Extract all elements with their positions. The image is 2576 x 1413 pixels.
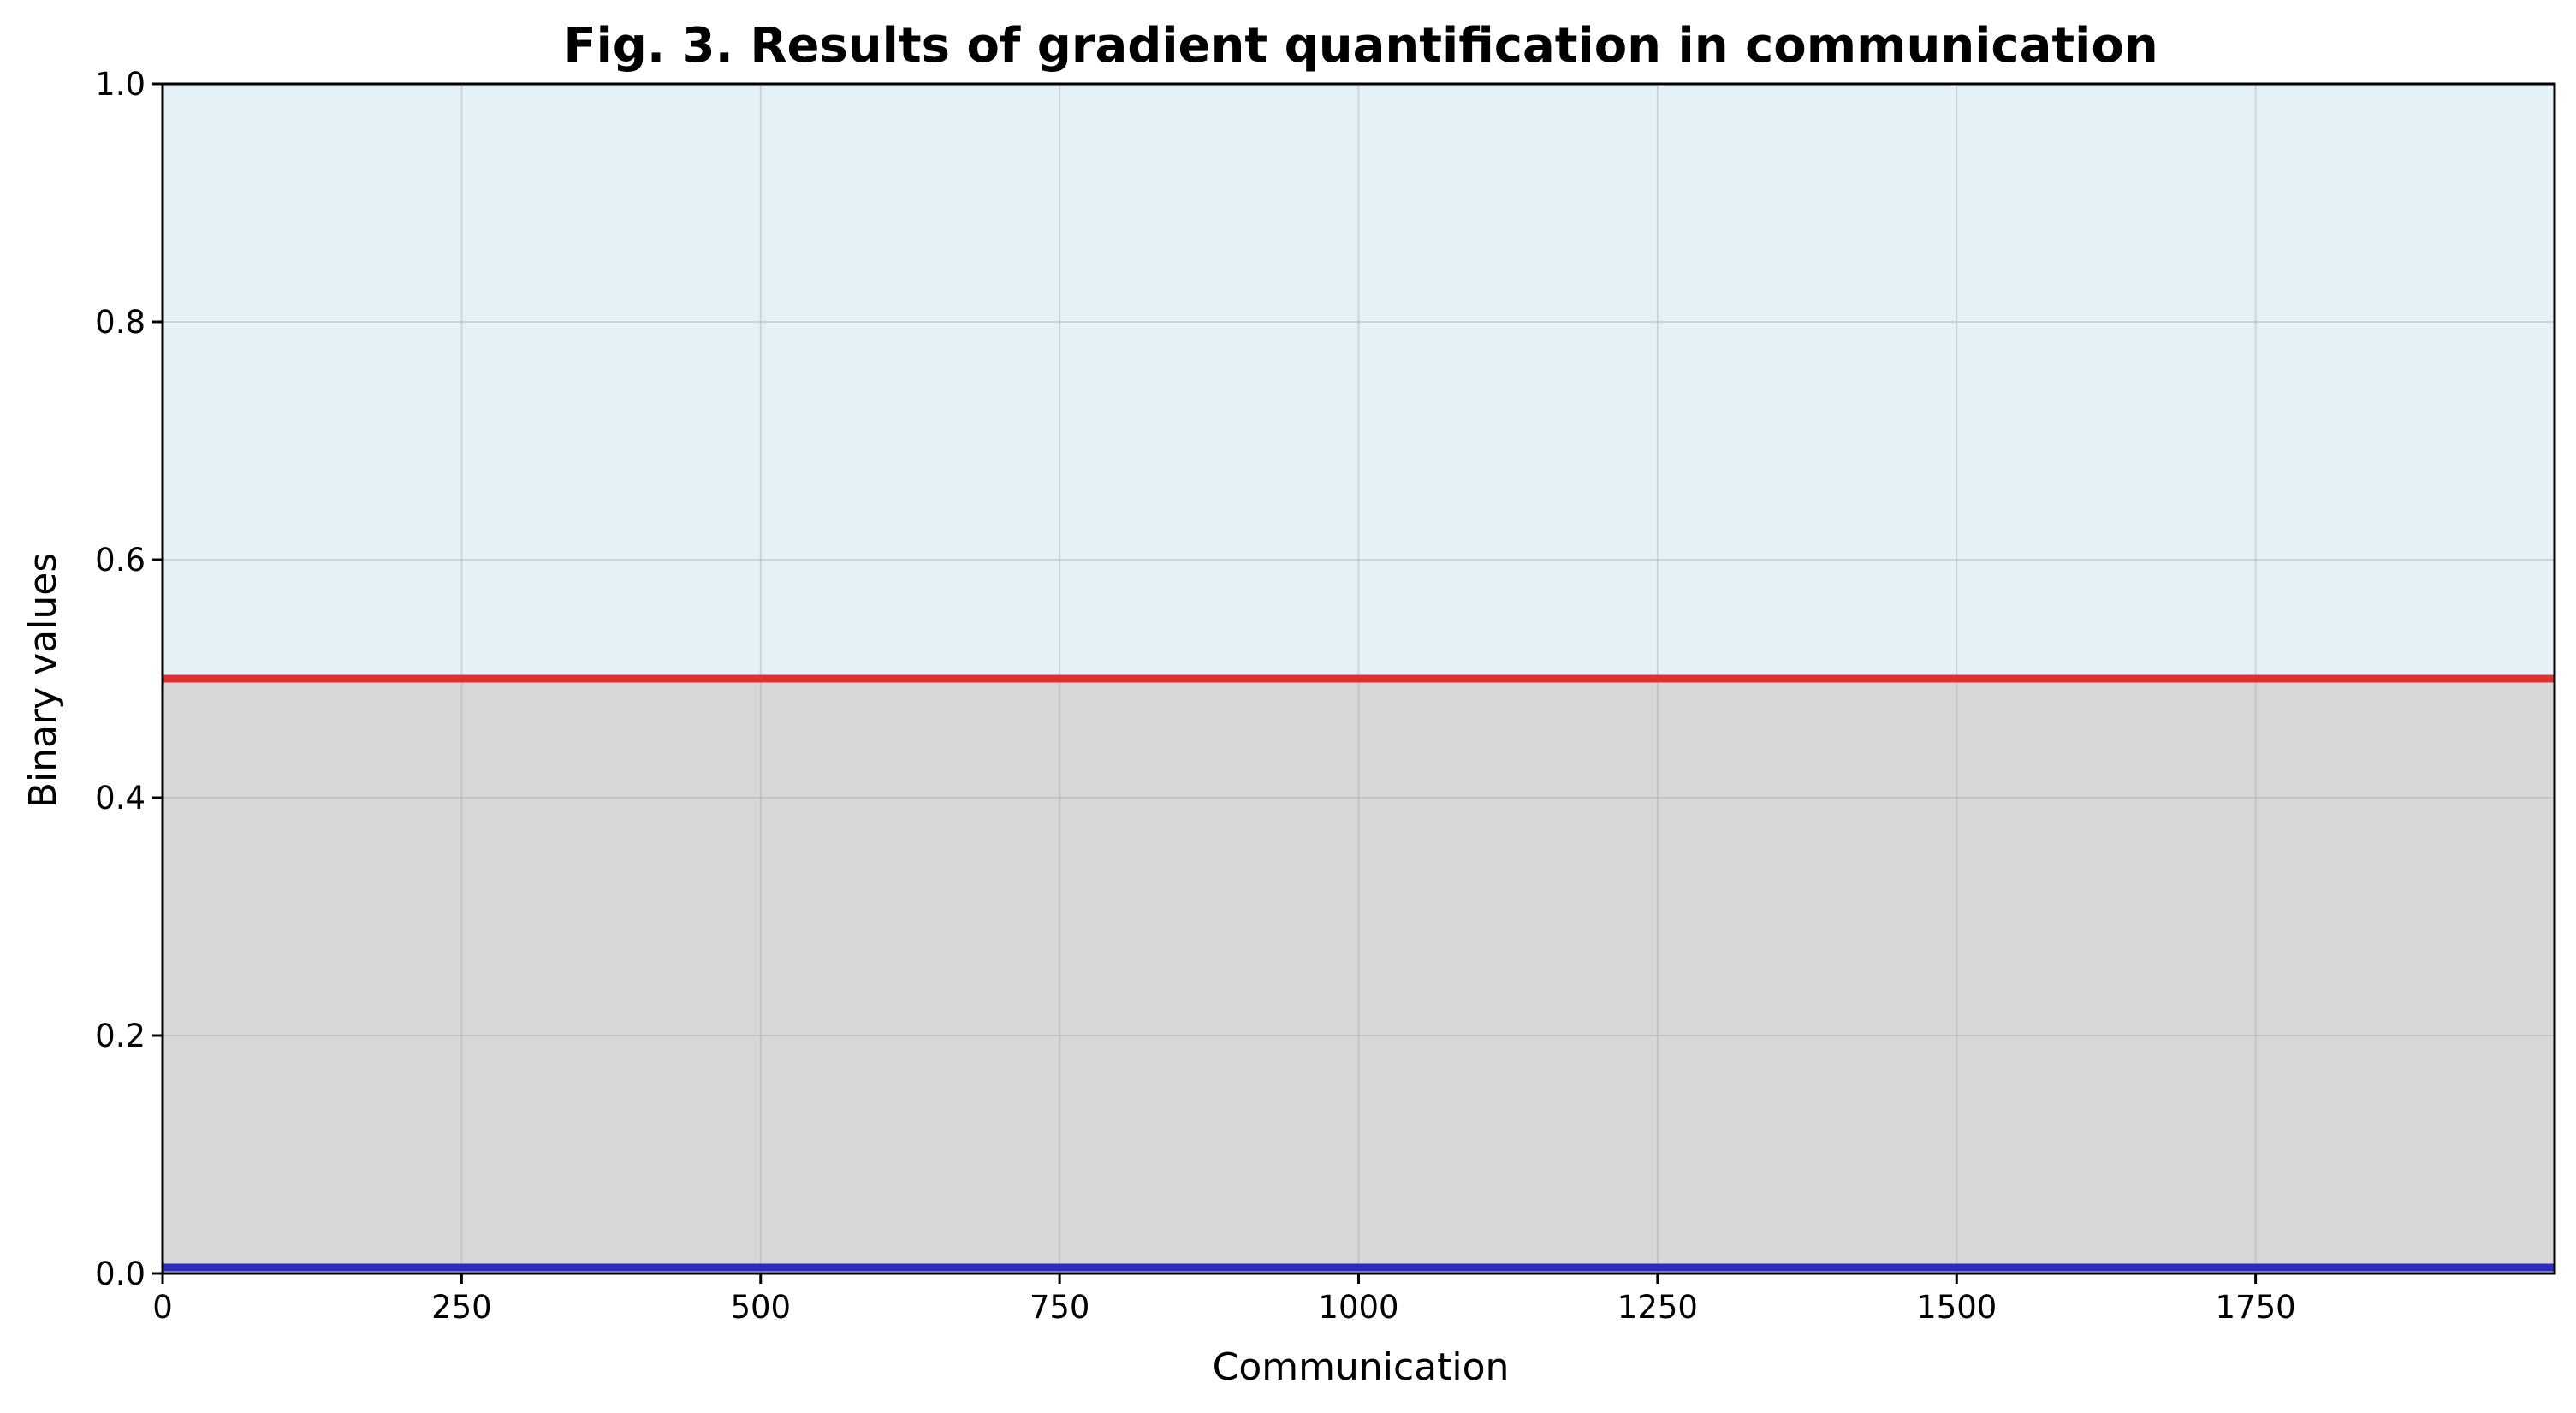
y-tick-label: 0.8 (95, 304, 145, 341)
y-axis-label: Binary values (21, 553, 65, 808)
region-0 (163, 679, 2555, 1273)
x-tick-label: 250 (431, 1289, 492, 1326)
x-axis-ticks: 0 250 500 750 1000 1250 1500 1750 (152, 1273, 2296, 1326)
x-axis-label: Communication (1213, 1345, 1510, 1389)
series-lines (163, 674, 2555, 1272)
chart-title: Fig. 3. Results of gradient quantificati… (563, 18, 2158, 74)
y-tick-label: 1.0 (95, 66, 145, 103)
x-tick-label: 500 (730, 1289, 791, 1326)
x-tick-label: 750 (1030, 1289, 1090, 1326)
y-tick-label: 0.6 (95, 542, 145, 579)
y-tick-label: 0.2 (95, 1018, 145, 1054)
x-tick-label: 0 (152, 1289, 173, 1326)
y-tick-label: 0.0 (95, 1256, 145, 1292)
y-tick-label: 0.4 (95, 780, 145, 816)
x-tick-label: 1000 (1318, 1289, 1398, 1326)
background-regions (163, 84, 2555, 1273)
x-tick-label: 1750 (2216, 1289, 2296, 1326)
x-tick-label: 1500 (1916, 1289, 1997, 1326)
x-tick-label: 1250 (1617, 1289, 1698, 1326)
region-1 (163, 84, 2555, 679)
y-axis-ticks: 0.0 0.2 0.4 0.6 0.8 1.0 (95, 66, 163, 1292)
